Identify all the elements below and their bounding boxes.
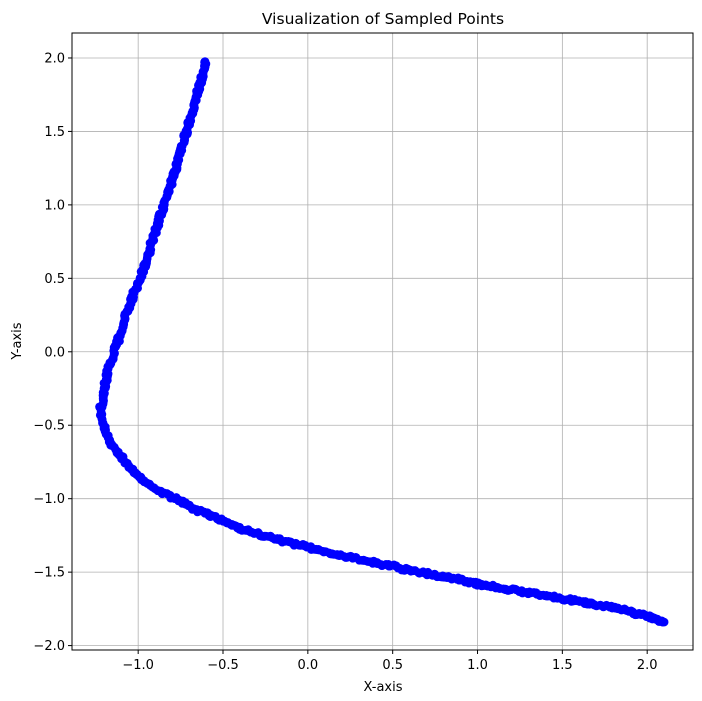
y-axis-ticks: −2.0 −1.5 −1.0 −0.5 0.0 0.5 1.0 1.5 2.0 xyxy=(33,51,72,654)
x-axis-ticks: −1.0 −0.5 0.0 0.5 1.0 1.5 2.0 xyxy=(122,650,658,673)
x-tick-label: −1.0 xyxy=(122,658,154,673)
y-tick-label: −2.0 xyxy=(33,639,65,654)
y-tick-label: 1.0 xyxy=(44,198,65,213)
plot-frame xyxy=(71,32,694,651)
x-tick-label: 1.5 xyxy=(552,658,573,673)
x-axis-label: X-axis xyxy=(364,680,403,695)
y-tick-label: −0.5 xyxy=(33,419,65,434)
y-tick-label: 1.5 xyxy=(44,125,65,140)
y-tick-label: 2.0 xyxy=(44,51,65,66)
y-tick-label: −1.5 xyxy=(33,566,65,581)
x-tick-label: 0.0 xyxy=(298,658,319,673)
y-tick-label: 0.5 xyxy=(44,272,65,287)
x-tick-label: −0.5 xyxy=(207,658,239,673)
y-tick-label: −1.0 xyxy=(33,492,65,507)
chart-title: Visualization of Sampled Points xyxy=(262,10,504,28)
grid-lines xyxy=(72,33,693,650)
y-axis-label: Y-axis xyxy=(10,322,25,360)
x-tick-label: 1.0 xyxy=(467,658,488,673)
x-tick-label: 2.0 xyxy=(637,658,658,673)
y-tick-label: 0.0 xyxy=(44,345,65,360)
x-tick-label: 0.5 xyxy=(382,658,403,673)
data-point xyxy=(659,617,669,627)
data-points xyxy=(95,57,669,627)
